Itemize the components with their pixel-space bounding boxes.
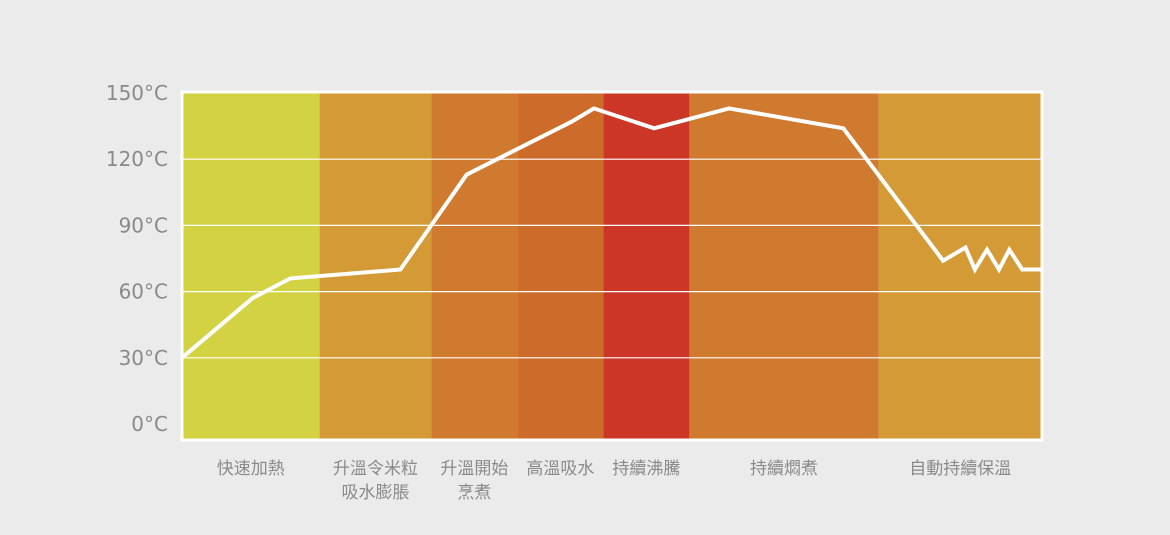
stage-band-3 xyxy=(517,92,604,440)
y-tick-label: 0°C xyxy=(131,412,168,436)
temperature-series xyxy=(180,106,1042,360)
stage-band-4 xyxy=(603,92,690,440)
stage-band-2 xyxy=(431,92,518,440)
y-tick-label: 150°C xyxy=(106,81,168,105)
gridlines xyxy=(182,158,1042,359)
y-axis-ticks: 0°C 30°C 60°C 90°C 120°C 150°C xyxy=(106,81,168,436)
y-tick-label: 90°C xyxy=(119,213,168,237)
stage-label-2: 烹煮 xyxy=(457,482,491,503)
stage-label-1: 吸水膨脹 xyxy=(342,483,410,503)
temperature-line xyxy=(180,106,1042,360)
plot-border xyxy=(180,90,1044,442)
stage-label-4: 持續沸騰 xyxy=(612,459,680,479)
stage-band-5 xyxy=(689,92,879,440)
stage-label-2: 升溫開始 xyxy=(440,459,508,479)
stage-band-6 xyxy=(878,92,1042,440)
y-tick-label: 30°C xyxy=(119,346,168,370)
stage-band-0 xyxy=(182,92,320,440)
stage-label-1: 升溫令米粒 xyxy=(333,459,418,479)
y-tick-label: 120°C xyxy=(106,147,168,171)
stage-label-0: 快速加熱 xyxy=(217,459,285,479)
stage-label-6: 自動持續保溫 xyxy=(909,459,1011,479)
stage-band-1 xyxy=(319,92,432,440)
y-tick-label: 60°C xyxy=(119,280,168,304)
stage-bands xyxy=(182,92,1042,440)
stage-label-3: 高溫吸水 xyxy=(526,459,594,479)
stage-label-5: 持續燜煮 xyxy=(750,459,818,479)
plot-frame xyxy=(180,90,1044,442)
